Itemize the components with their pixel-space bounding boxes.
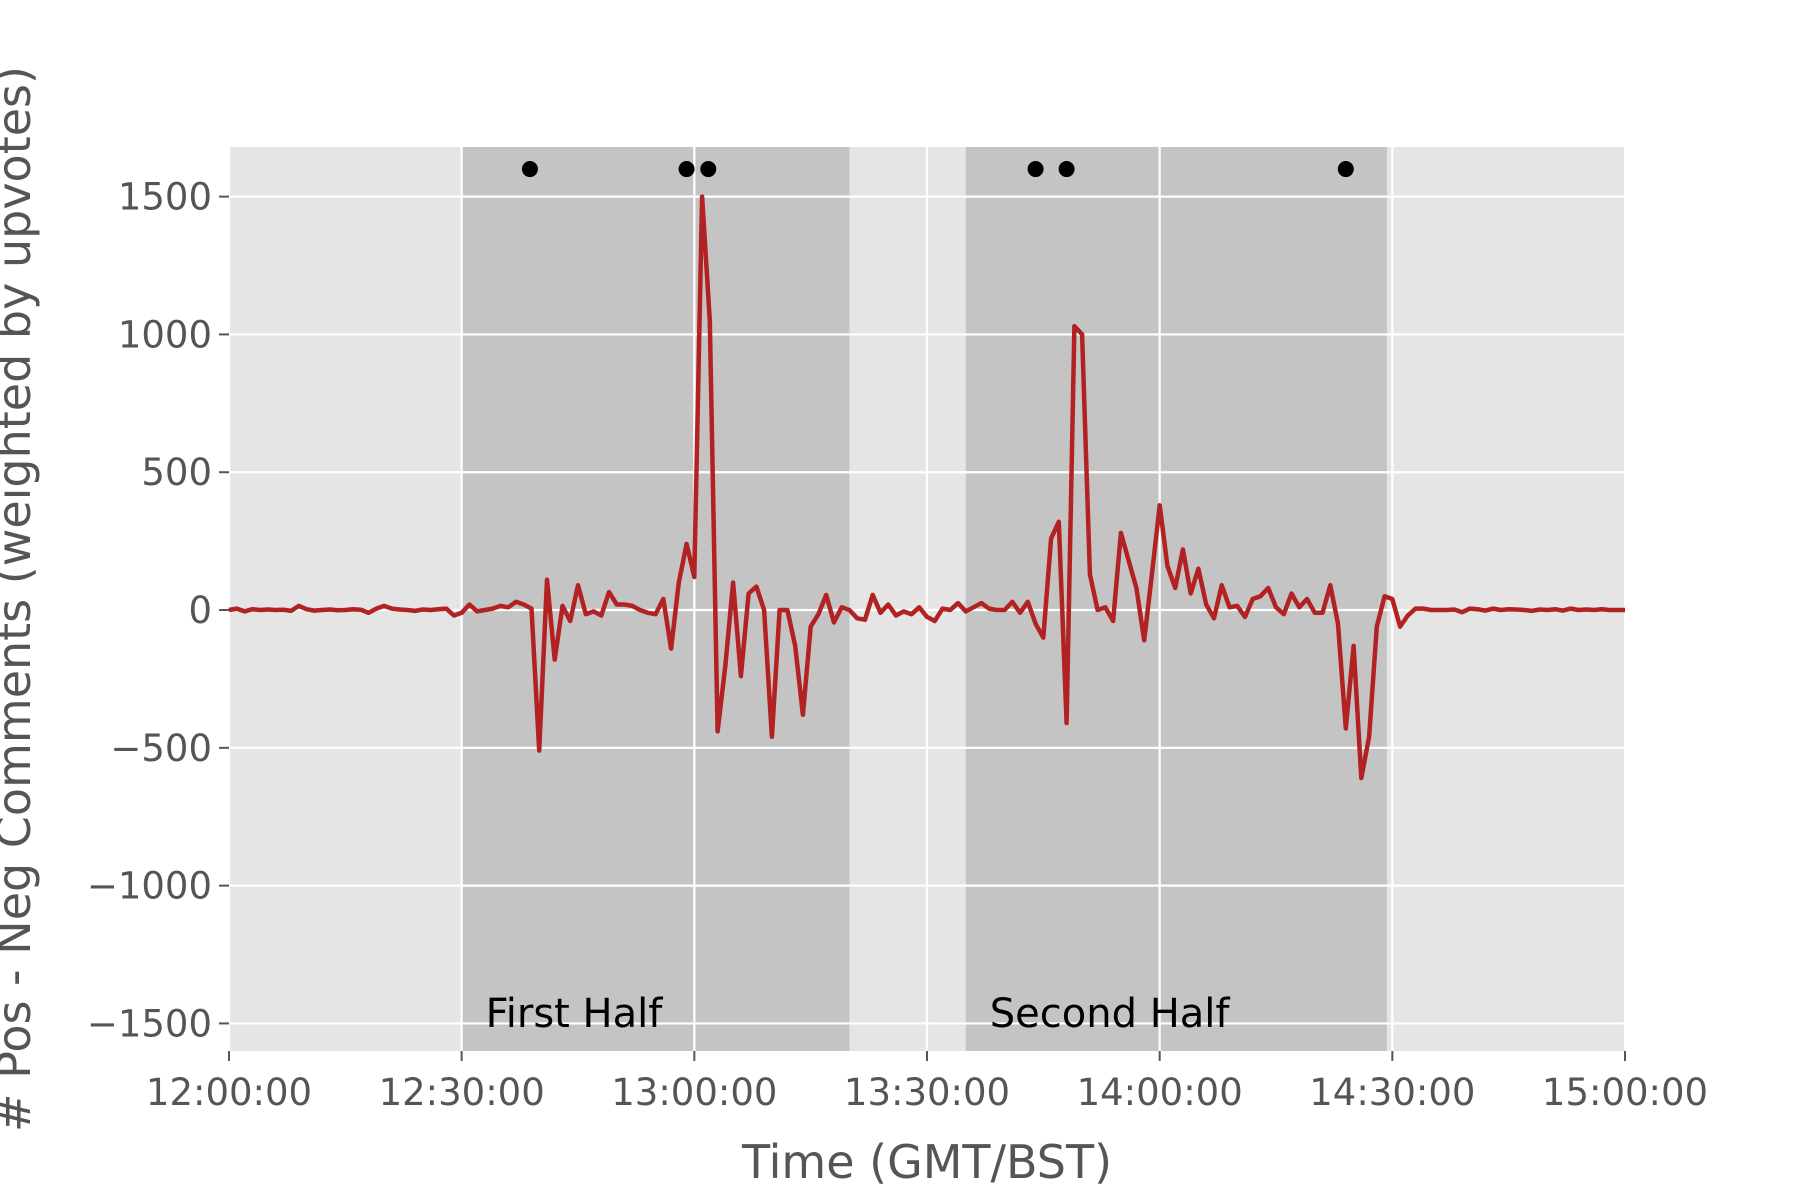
period-band bbox=[965, 147, 1387, 1051]
event-marker bbox=[678, 161, 695, 178]
event-marker bbox=[521, 161, 538, 178]
x-tick-label: 12:30:00 bbox=[379, 1071, 545, 1114]
x-axis-title: Time (GMT/BST) bbox=[741, 1135, 1112, 1189]
event-marker bbox=[1337, 161, 1354, 178]
y-axis-title: # Pos - Neg Comments (weighted by upvote… bbox=[0, 66, 41, 1132]
y-tick-label: −1000 bbox=[87, 865, 212, 908]
series-layer bbox=[228, 194, 1625, 781]
period-label: Second Half bbox=[990, 991, 1231, 1037]
y-tick-label: 500 bbox=[141, 451, 212, 494]
event-markers bbox=[521, 161, 1354, 178]
grid-lines bbox=[227, 147, 1627, 1051]
x-tick-label: 14:00:00 bbox=[1077, 1071, 1243, 1114]
x-tick-label: 13:30:00 bbox=[844, 1071, 1010, 1114]
y-tick-label: 0 bbox=[188, 589, 212, 632]
x-tick-label: 12:00:00 bbox=[146, 1071, 312, 1114]
period-band bbox=[461, 147, 850, 1051]
y-axis: 1500 1000 500 0 −500 −1000 −1500 bbox=[87, 176, 229, 1045]
y-tick-label: 1000 bbox=[118, 313, 212, 356]
series-line bbox=[228, 194, 1625, 781]
event-marker bbox=[700, 161, 717, 178]
period-label: First Half bbox=[486, 991, 664, 1037]
y-tick-label: 1500 bbox=[118, 176, 212, 219]
y-tick-label: −500 bbox=[110, 727, 212, 770]
x-axis: 12:00:00 12:30:00 13:00:00 13:30:00 14:00:00… bbox=[146, 1051, 1708, 1114]
event-marker bbox=[1058, 161, 1075, 178]
x-tick-label: 15:00:00 bbox=[1542, 1071, 1708, 1114]
x-tick-label: 13:00:00 bbox=[611, 1071, 777, 1114]
event-marker bbox=[1027, 161, 1044, 178]
y-tick-label: −1500 bbox=[87, 1002, 212, 1045]
period-bands bbox=[461, 147, 1387, 1051]
period-labels: First Half Second Half bbox=[486, 991, 1231, 1037]
x-tick-label: 14:30:00 bbox=[1309, 1071, 1475, 1114]
